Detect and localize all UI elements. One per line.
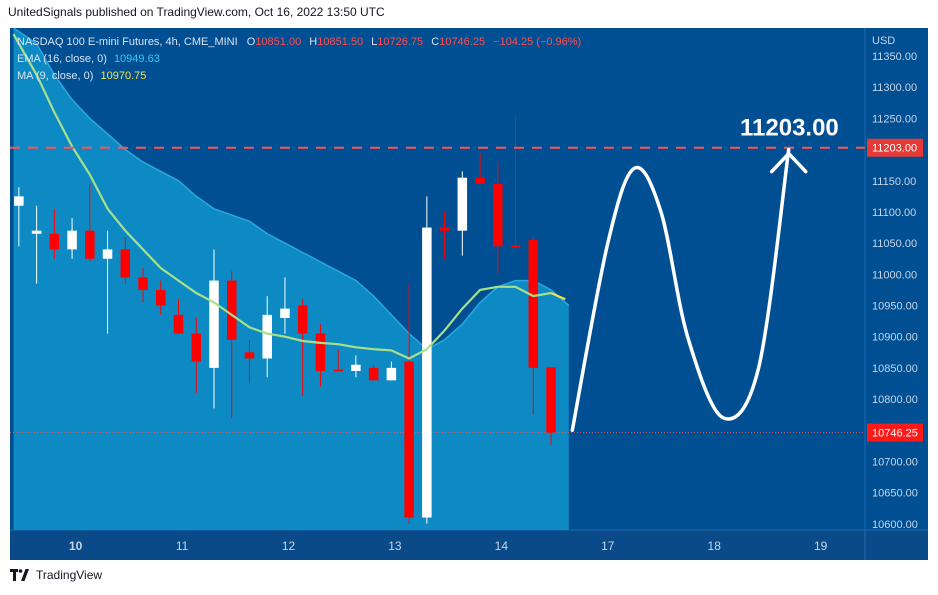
price-tick-label: 11300.00 — [872, 82, 917, 94]
candle-body — [85, 230, 95, 259]
price-tick-label: 11100.00 — [872, 207, 916, 219]
chart-legend: NASDAQ 100 E-mini Futures, 4h, CME_MINI … — [17, 34, 581, 85]
candle-body — [475, 177, 485, 184]
price-tick-label: 10600.00 — [872, 519, 918, 531]
candle-body — [262, 314, 272, 359]
time-tick-label: 13 — [388, 539, 402, 553]
candle-body — [528, 240, 539, 368]
projection-path — [570, 147, 791, 432]
candle-body — [315, 333, 326, 371]
price-tick-label: 10800.00 — [872, 394, 918, 406]
target-annotation: 11203.00 — [740, 115, 839, 142]
legend-ma-row[interactable]: MA (9, close, 0) 10970.75 — [17, 68, 581, 85]
time-tick-label: 19 — [814, 539, 828, 553]
legend-high-label: H — [309, 36, 318, 48]
currency-label: USD — [872, 35, 895, 47]
candles[interactable] — [14, 115, 556, 524]
legend-ma-value: 10970.75 — [100, 70, 147, 82]
tradingview-logo-text[interactable]: TradingView — [36, 568, 103, 582]
price-tick-label: 10900.00 — [872, 332, 918, 344]
candle-body — [102, 249, 113, 259]
price-tick-label: 11350.00 — [872, 51, 917, 63]
time-tick-label: 10 — [69, 539, 83, 553]
candle-body — [386, 367, 397, 381]
candle-body — [297, 305, 308, 334]
tradingview-logo-icon[interactable] — [10, 569, 30, 581]
price-tick-label: 10950.00 — [872, 301, 918, 313]
price-tick-label: 11000.00 — [872, 269, 917, 281]
legend-ema-value: 10949.63 — [113, 53, 160, 65]
ma-line — [12, 33, 552, 360]
last-price-badge — [867, 423, 923, 442]
target-price-badge — [867, 138, 923, 157]
time-axis-strip — [10, 530, 928, 560]
time-axis[interactable]: 10 11 12 13 14 17 18 19 — [69, 539, 828, 553]
candle-body — [191, 333, 202, 362]
price-tick-label: 11250.00 — [872, 113, 917, 125]
legend-low-value: 10726.75 — [377, 36, 424, 48]
projection-arrowhead — [769, 151, 808, 174]
candle-body — [49, 233, 60, 250]
legend-close-value: 10746.25 — [439, 36, 486, 48]
candle-body — [493, 183, 503, 247]
indicator-lines — [12, 33, 566, 360]
candle-body — [333, 369, 343, 372]
footer: TradingView — [10, 568, 102, 582]
price-tick-label: 10850.00 — [872, 363, 918, 375]
legend-change: −104.25 (−0.96%) — [493, 36, 582, 48]
candle-body — [404, 361, 414, 518]
legend-close-label: C — [431, 36, 440, 48]
chart-frame[interactable]: 11203.00 USD 10600.00 10650.00 10700.00 107… — [10, 27, 928, 560]
time-tick-label: 12 — [282, 539, 296, 553]
legend-ema-label: EMA (16, close, 0) — [17, 53, 107, 65]
candle-body — [14, 196, 24, 206]
candle-body — [156, 289, 166, 306]
candle-body — [368, 367, 379, 381]
candle-body — [351, 364, 361, 371]
ema-line — [13, 27, 570, 351]
price-axis[interactable]: USD 10600.0010650.0010700.0010750.001080… — [867, 35, 923, 531]
candle-body — [422, 227, 432, 518]
price-tick-label: 10650.00 — [872, 488, 918, 500]
legend-open-label: O — [246, 36, 256, 48]
price-tick-label: 11050.00 — [872, 238, 917, 250]
time-tick-label: 14 — [495, 539, 509, 553]
time-tick-label: 18 — [708, 539, 722, 553]
legend-ema-row[interactable]: EMA (16, close, 0) 10949.63 — [17, 51, 581, 68]
candle-body — [457, 177, 468, 231]
legend-symbol: NASDAQ 100 E-mini Futures, 4h, CME_MINI — [17, 36, 238, 48]
target-price-badge-text: 11203.00 — [872, 143, 917, 155]
legend-symbol-row[interactable]: NASDAQ 100 E-mini Futures, 4h, CME_MINI … — [17, 34, 581, 51]
candle-body — [546, 367, 556, 433]
target-group: 11203.00 — [10, 115, 865, 149]
candle-body — [138, 277, 148, 290]
ma-line-tail — [550, 292, 566, 301]
legend-open-value: 10851.00 — [255, 36, 302, 48]
candle-body — [209, 280, 219, 368]
publish-header-text: UnitedSignals published on TradingView.c… — [8, 5, 385, 19]
price-tick-label: 11150.00 — [872, 176, 916, 188]
candle-body — [173, 314, 184, 334]
price-tick-label: 10700.00 — [872, 456, 918, 468]
candle-body — [244, 352, 255, 359]
candle-body — [280, 308, 290, 318]
legend-low-label: L — [371, 36, 378, 48]
price-chart[interactable]: 11203.00 USD 10600.00 10650.00 10700.00 107… — [10, 27, 928, 560]
candle-body — [67, 230, 77, 250]
candle-body — [120, 249, 131, 278]
legend-ma-label: MA (9, close, 0) — [17, 70, 94, 82]
last-price-badge-text: 10746.25 — [872, 428, 918, 440]
projection-group — [570, 147, 808, 432]
candle-body — [510, 245, 521, 248]
publish-header: UnitedSignals published on TradingView.c… — [8, 5, 385, 19]
candle-body — [226, 280, 237, 340]
candle-body — [31, 230, 42, 234]
time-tick-label: 17 — [601, 539, 615, 553]
legend-high-value: 10851.50 — [317, 36, 364, 48]
candle-body — [439, 227, 450, 231]
time-tick-label: 11 — [176, 539, 189, 553]
